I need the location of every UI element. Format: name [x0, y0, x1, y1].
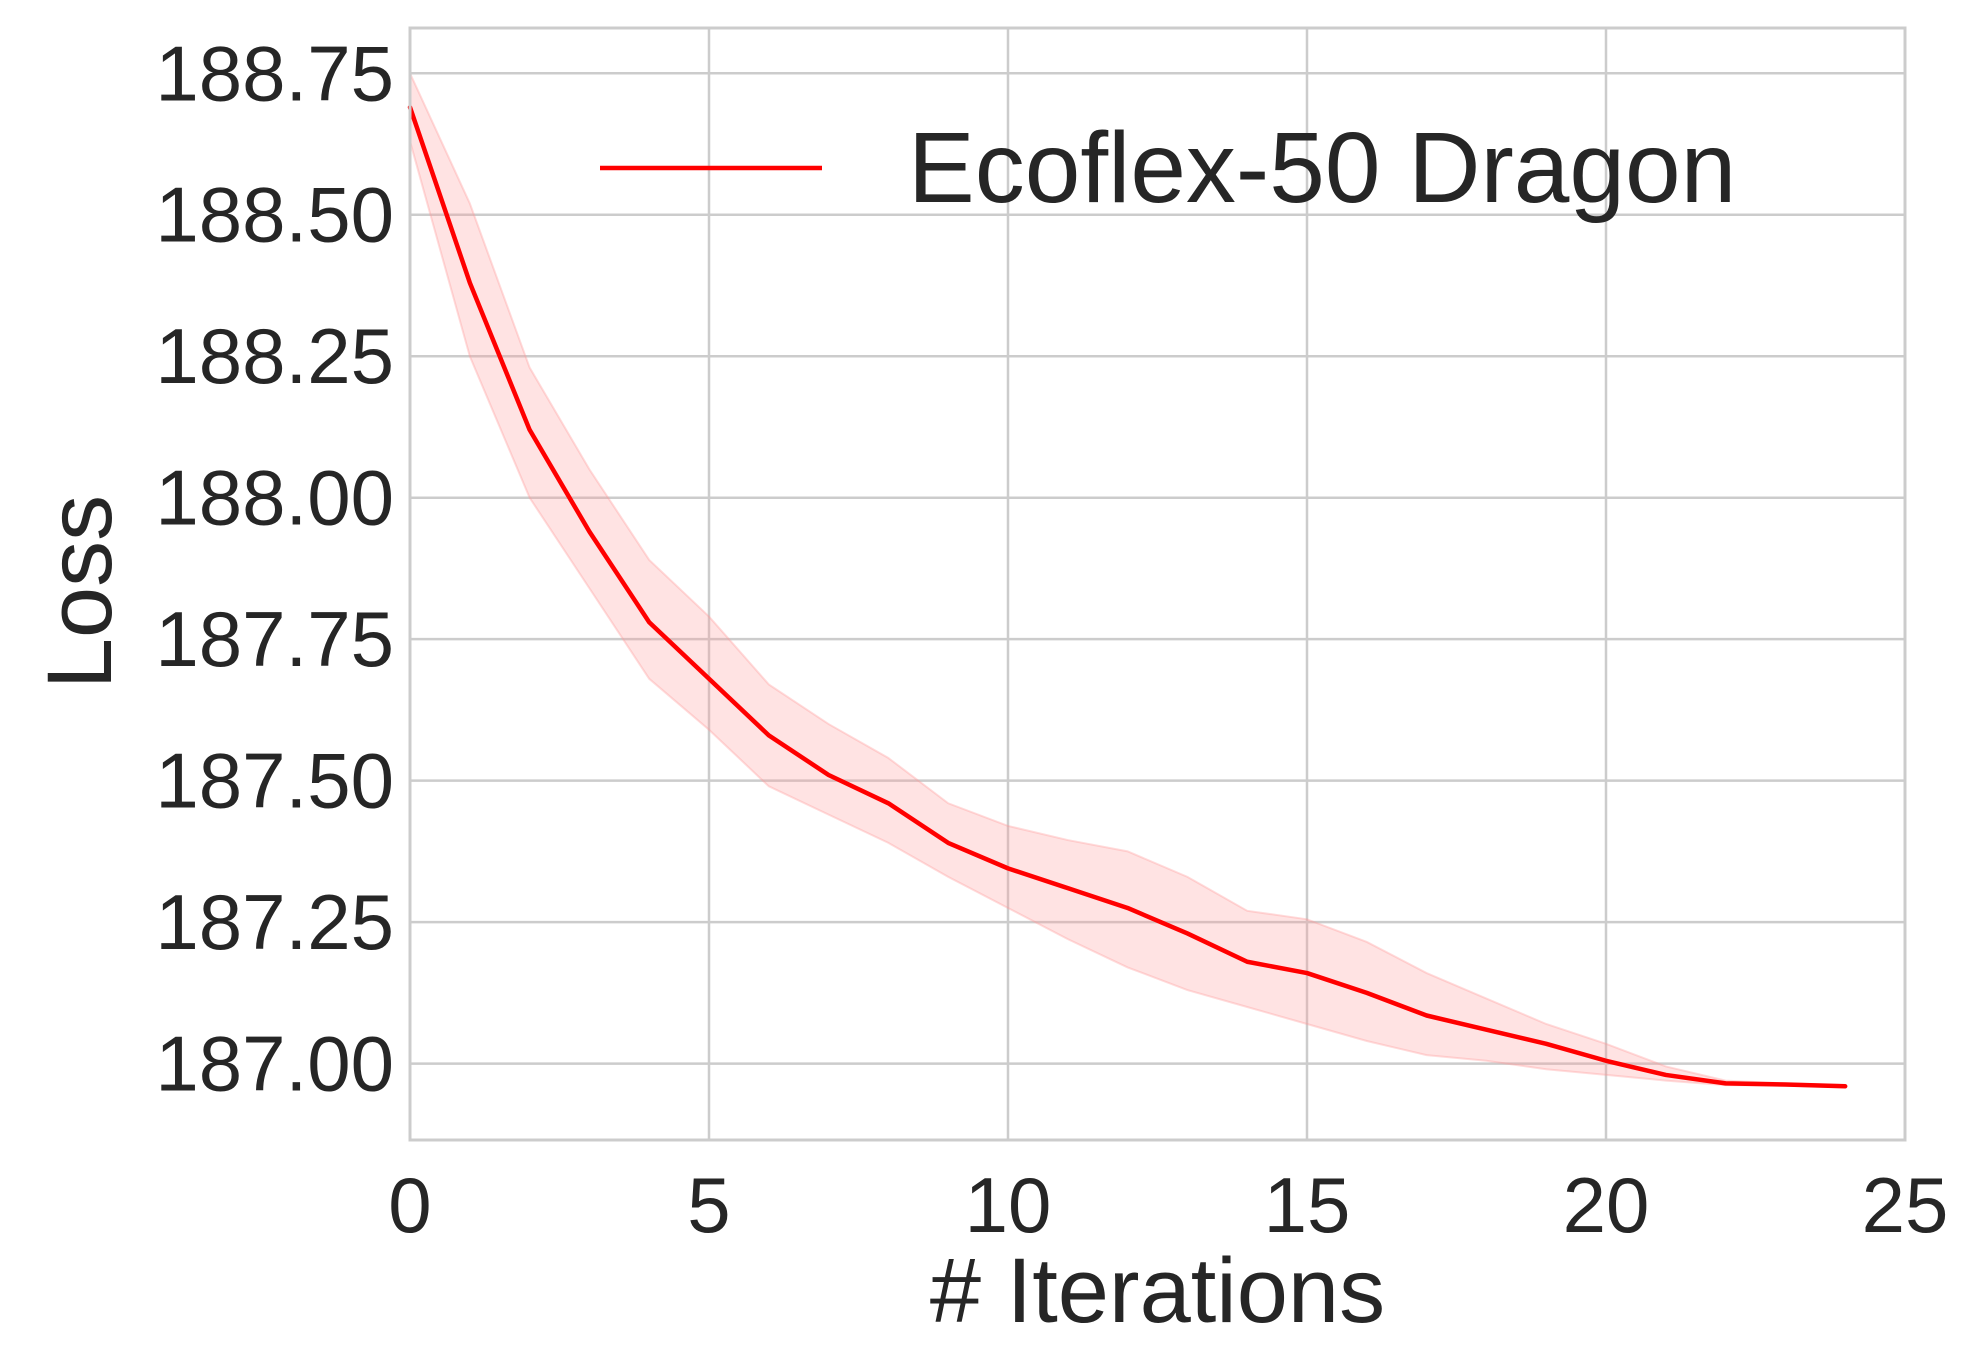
x-tick-label: 15	[1264, 1161, 1351, 1249]
y-tick-label: 187.75	[155, 595, 394, 683]
y-tick-label: 188.50	[155, 171, 394, 259]
y-tick-label: 187.25	[155, 878, 394, 966]
plot-area	[410, 28, 1905, 1140]
y-tick-label: 187.50	[155, 737, 394, 825]
series-line	[407, 104, 1848, 1089]
y-axis-label: Loss	[29, 495, 131, 689]
plot-layer: 0 5 10 15 20 25 187.00 187.25 187.50 187.75 188.00…	[29, 26, 1948, 1342]
y-tick-labels: 187.00 187.25 187.50 187.75 188.00 188.25 188.…	[155, 29, 394, 1107]
x-tick-labels: 0 5 10 15 20 25	[388, 1161, 1948, 1249]
legend-label: Ecoflex-50 Dragon	[908, 112, 1736, 224]
y-tick-label: 188.75	[155, 29, 394, 117]
x-tick-label: 5	[687, 1161, 730, 1249]
y-tick-label: 188.00	[155, 454, 394, 542]
x-axis-label: # Iterations	[930, 1240, 1385, 1342]
x-tick-label: 10	[965, 1161, 1052, 1249]
x-tick-label: 20	[1563, 1161, 1650, 1249]
axes-frame	[408, 26, 1907, 1142]
x-tick-label: 25	[1862, 1161, 1949, 1249]
y-tick-label: 188.25	[155, 312, 394, 400]
x-tick-label: 0	[388, 1161, 431, 1249]
legend: Ecoflex-50 Dragon	[600, 112, 1736, 224]
y-tick-label: 187.00	[155, 1020, 394, 1108]
